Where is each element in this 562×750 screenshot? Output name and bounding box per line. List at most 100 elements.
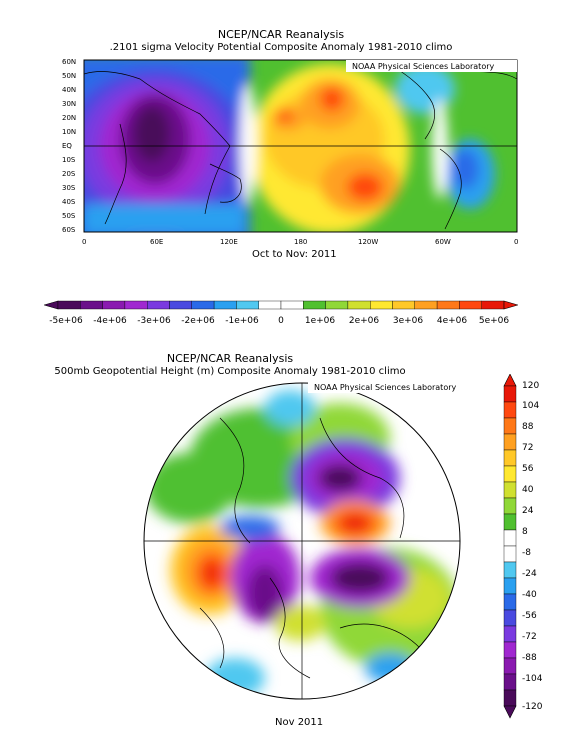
lat-label: 40S xyxy=(62,198,76,206)
lon-label: 120E xyxy=(220,238,238,246)
colorbar-swatch xyxy=(236,300,259,310)
colorbar-swatch xyxy=(481,300,505,310)
colorbar-swatch xyxy=(503,481,517,499)
lat-label: 10S xyxy=(62,156,76,164)
colorbar-swatch xyxy=(370,300,393,310)
horizontal-colorbar: -5e+06 -4e+06 -3e+06 -2e+06 -1e+06 0 1e+… xyxy=(44,300,518,326)
colorbar-swatch xyxy=(102,300,126,310)
colorbar-swatch xyxy=(146,300,170,310)
colorbar-swatch xyxy=(503,657,517,675)
lat-label: 60N xyxy=(62,58,76,66)
vertical-colorbar: 120 104 88 72 56 40 24 8 -8 -24 -40 -56 … xyxy=(503,374,543,719)
top-panel-lat-labels: 60N 50N 40N 30N 20N 10N EQ 10S 20S 30S 4… xyxy=(62,58,76,234)
colorbar-arrow-top xyxy=(503,374,517,387)
colorbar-swatch xyxy=(436,300,460,310)
colorbar-swatch xyxy=(392,300,415,310)
bottom-panel-credit: NOAA Physical Sciences Laboratory xyxy=(314,383,457,392)
colorbar-arrow-left xyxy=(44,300,59,310)
colorbar-swatch xyxy=(80,300,103,310)
colorbar-swatch xyxy=(503,529,517,547)
colorbar-swatch xyxy=(503,689,517,707)
lon-label: 60E xyxy=(150,238,163,246)
colorbar-swatch xyxy=(169,300,192,310)
colorbar-swatch xyxy=(459,300,482,310)
colorbar-swatch xyxy=(57,300,81,310)
hcb-label: -3e+06 xyxy=(137,316,171,326)
colorbar-swatch xyxy=(503,545,517,563)
hcb-label: -1e+06 xyxy=(225,316,259,326)
vcb-label: -40 xyxy=(522,590,537,600)
colorbar-swatch xyxy=(503,465,517,483)
lon-label: 60W xyxy=(435,238,451,246)
lat-label: 60S xyxy=(62,226,76,234)
bottom-panel-footer: Nov 2011 xyxy=(275,717,324,728)
hcb-label: 3e+06 xyxy=(393,316,424,326)
lat-label: 30N xyxy=(62,100,76,108)
colorbar-swatch xyxy=(325,300,349,310)
hcb-label: -2e+06 xyxy=(181,316,215,326)
vcb-label: 8 xyxy=(522,527,528,537)
hcb-label: 4e+06 xyxy=(437,316,468,326)
vcb-label: 56 xyxy=(522,464,534,474)
vcb-label: 120 xyxy=(522,381,539,391)
hcb-label: -4e+06 xyxy=(93,316,127,326)
vcb-label: 88 xyxy=(522,422,534,432)
lat-label: 50N xyxy=(62,72,76,80)
horizontal-colorbar-labels: -5e+06 -4e+06 -3e+06 -2e+06 -1e+06 0 1e+… xyxy=(49,316,509,326)
vcb-label: -88 xyxy=(522,653,537,663)
colorbar-swatch xyxy=(124,300,148,310)
vcb-label: -72 xyxy=(522,632,537,642)
vcb-label: -56 xyxy=(522,611,537,621)
vcb-label: -24 xyxy=(522,569,537,579)
lat-label: 20N xyxy=(62,114,76,122)
colorbar-swatch xyxy=(503,641,517,659)
lon-label: 180 xyxy=(294,238,307,246)
colorbar-swatch xyxy=(503,433,517,451)
lat-label: 20S xyxy=(62,170,76,178)
colorbar-swatch xyxy=(503,609,517,627)
lon-label: 120W xyxy=(358,238,378,246)
colorbar-swatch xyxy=(503,513,517,531)
lon-label: 0 xyxy=(514,238,518,246)
colorbar-swatch xyxy=(503,593,517,611)
colorbar-swatch xyxy=(303,300,326,310)
colorbar-swatch xyxy=(503,673,517,691)
vcb-label: -8 xyxy=(522,548,531,558)
colorbar-swatch xyxy=(191,300,215,310)
colorbar-arrow-bottom xyxy=(503,705,517,719)
colorbar-swatch xyxy=(503,401,517,419)
lat-label: 50S xyxy=(62,212,76,220)
lat-label: EQ xyxy=(62,142,72,150)
vcb-label: 104 xyxy=(522,401,539,411)
bottom-panel-title: NCEP/NCAR Reanalysis xyxy=(166,352,294,365)
hcb-label: 5e+06 xyxy=(479,316,510,326)
vcb-label: 72 xyxy=(522,443,533,453)
colorbar-swatch xyxy=(503,625,517,643)
colorbar-arrow-right xyxy=(503,300,518,310)
colorbar-swatch xyxy=(503,449,517,467)
colorbar-swatch xyxy=(503,385,517,403)
colorbar-swatch xyxy=(503,561,517,579)
geopotential-height-polar-map: NOAA Physical Sciences Laboratory xyxy=(143,381,468,700)
hcb-label: -5e+06 xyxy=(49,316,83,326)
top-panel-subtitle: .2101 sigma Velocity Potential Composite… xyxy=(109,42,453,53)
hcb-label: 2e+06 xyxy=(349,316,380,326)
top-panel-lon-labels: 0 60E 120E 180 120W 60W 0 xyxy=(82,238,518,246)
lat-label: 40N xyxy=(62,86,76,94)
colorbar-swatch xyxy=(503,497,517,515)
velocity-potential-map: NOAA Physical Sciences Laboratory 60N 50… xyxy=(62,58,518,246)
top-panel-credit: NOAA Physical Sciences Laboratory xyxy=(352,62,495,71)
vcb-label: -104 xyxy=(522,674,543,684)
lat-label: 10N xyxy=(62,128,76,136)
colorbar-swatch xyxy=(503,417,517,435)
vcb-label: 24 xyxy=(522,506,534,516)
top-panel-footer: Oct to Nov: 2011 xyxy=(252,249,337,260)
vcb-label: 40 xyxy=(522,485,534,495)
hcb-label: 0 xyxy=(278,316,284,326)
colorbar-swatch xyxy=(213,300,237,310)
vertical-colorbar-labels: 120 104 88 72 56 40 24 8 -8 -24 -40 -56 … xyxy=(522,381,543,712)
lat-label: 30S xyxy=(62,184,76,192)
top-panel-title: NCEP/NCAR Reanalysis xyxy=(217,28,345,41)
hcb-label: 1e+06 xyxy=(305,316,336,326)
colorbar-swatch xyxy=(347,300,371,310)
